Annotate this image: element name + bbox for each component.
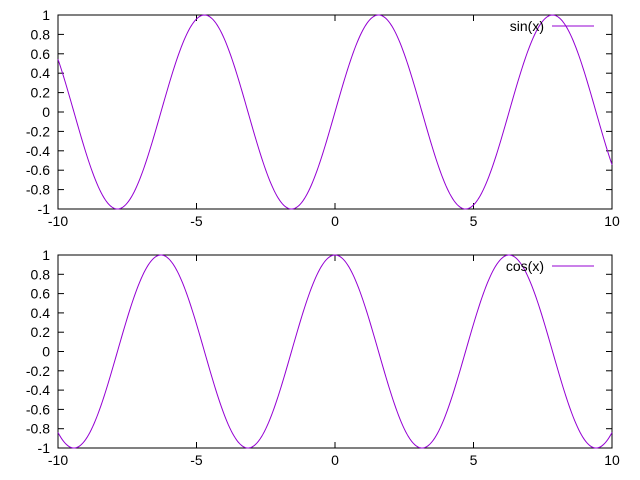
panel-2-x-tick-label: 0 bbox=[331, 452, 339, 468]
panel-2-y-tick-label: -0.2 bbox=[26, 363, 50, 379]
panel-1-series-line bbox=[57, 14, 613, 210]
panel-2-y-tick-label: 0.2 bbox=[31, 324, 51, 340]
panel-1-y-tick-label: -0.8 bbox=[26, 182, 50, 198]
panel-1-y-tick-label: 0.6 bbox=[31, 46, 51, 62]
panel-2-y-tick-label: 0.8 bbox=[31, 266, 51, 282]
panel-2-y-tick-label: 0.6 bbox=[31, 286, 51, 302]
panel-1-x-tick-label: -5 bbox=[190, 213, 203, 229]
panel-2-series-line bbox=[57, 254, 613, 449]
panel-2-x-tick-label: -5 bbox=[190, 452, 203, 468]
panel-1-y-tick-label: -0.2 bbox=[26, 123, 50, 139]
panel-2-plot: 1 0.8 0.6 0.4 0.2 0 -0.2 -0.4 -0.6 -0.8 -1-10 -5 0 5 1… bbox=[26, 247, 620, 468]
panel-1-x-tick-label: -10 bbox=[48, 213, 68, 229]
panel-1-y-tick-label: 0 bbox=[42, 104, 50, 120]
panel-1-x-tick-label: 5 bbox=[470, 213, 478, 229]
panel-1-plot: 1 0.8 0.6 0.4 0.2 0 -0.2 -0.4 -0.6 -0.8 -1-10 -5 0 5 1… bbox=[26, 7, 620, 229]
panel-2-y-tick-label: -0.6 bbox=[26, 401, 50, 417]
panel-2-y-tick-label: 0 bbox=[42, 344, 50, 360]
panel-2-x-tick-label: 5 bbox=[470, 452, 478, 468]
panel-2-y-tick-label: 0.4 bbox=[31, 305, 51, 321]
panel-1-x-tick-label: 0 bbox=[331, 213, 339, 229]
panel-1-legend-label: sin(x) bbox=[510, 18, 544, 34]
panel-2-legend-label: cos(x) bbox=[506, 258, 544, 274]
panel-1-y-tick-label: 0.4 bbox=[31, 65, 51, 81]
panel-2-y-tick-label: -0.4 bbox=[26, 382, 50, 398]
panel-1-y-tick-label: 1 bbox=[42, 7, 50, 23]
panel-1-y-tick-label: 0.2 bbox=[31, 85, 51, 101]
panel-1-y-tick-label: 0.8 bbox=[31, 26, 51, 42]
panel-2-x-tick-label: 10 bbox=[604, 452, 620, 468]
panel-2-y-tick-label: 1 bbox=[42, 247, 50, 263]
panel-2-y-tick-label: -1 bbox=[38, 440, 51, 456]
panel-1-y-tick-label: -0.6 bbox=[26, 162, 50, 178]
panel-1-y-tick-label: -1 bbox=[38, 201, 51, 217]
panel-1-x-tick-label: 10 bbox=[604, 213, 620, 229]
panel-1-y-tick-label: -0.4 bbox=[26, 143, 50, 159]
panel-2-y-tick-label: -0.8 bbox=[26, 421, 50, 437]
panel-2-x-tick-label: -10 bbox=[48, 452, 68, 468]
